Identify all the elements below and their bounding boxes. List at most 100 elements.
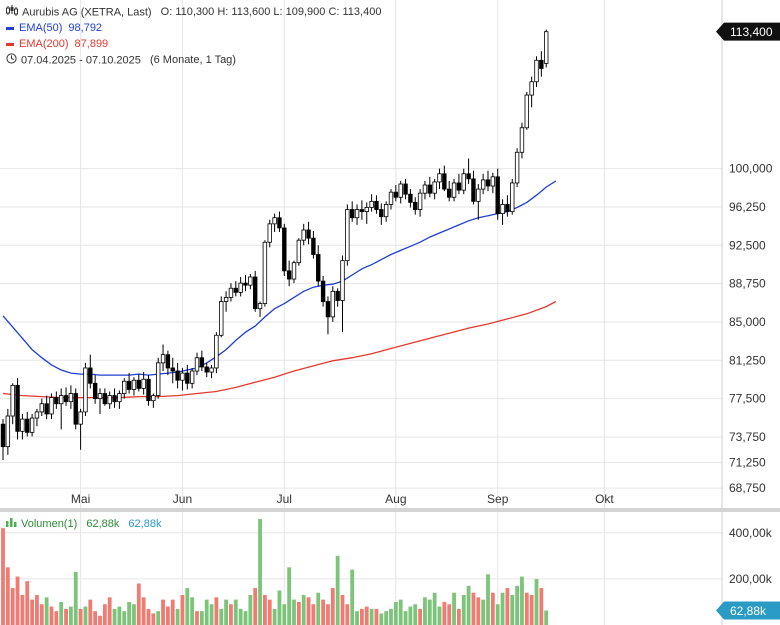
candle-body xyxy=(97,393,103,400)
volume-bar xyxy=(127,601,131,625)
x-tick-label: Jun xyxy=(173,492,192,506)
volume-bar xyxy=(93,611,98,625)
candle-body xyxy=(349,209,355,219)
candle-body xyxy=(451,182,457,198)
candle-body xyxy=(126,380,132,390)
volume-label[interactable]: Volumen(1) xyxy=(21,518,78,530)
candle-body xyxy=(233,287,238,293)
candle-body xyxy=(471,178,476,202)
candle-body xyxy=(214,334,219,369)
y-tick-label: 71,250 xyxy=(729,456,766,470)
ema200-value: 87,899 xyxy=(74,38,109,50)
volume-bar xyxy=(39,604,44,625)
candle-body xyxy=(485,179,491,187)
volume-bar xyxy=(214,597,219,625)
volume-bar xyxy=(427,599,432,625)
candle-body xyxy=(388,191,394,205)
volume-bar xyxy=(102,604,107,625)
candle-body xyxy=(369,200,374,208)
candle-body xyxy=(25,418,30,433)
volume-bar xyxy=(277,590,282,625)
candle-body xyxy=(461,173,466,191)
candle-body xyxy=(286,270,292,280)
candle-body xyxy=(83,367,88,413)
x-tick-label: Jul xyxy=(277,492,292,506)
volume-bar xyxy=(423,597,427,625)
candle-body xyxy=(442,173,447,190)
candle-body xyxy=(291,262,297,280)
candle-body xyxy=(122,380,127,394)
volume-bar xyxy=(505,588,510,625)
volume-bar xyxy=(389,608,393,625)
volume-bar xyxy=(44,597,49,625)
legend-ema200-row[interactable]: EMA(200) 87,899 xyxy=(6,37,108,51)
volume-bar xyxy=(326,604,330,625)
candle-body xyxy=(49,397,54,415)
volume-tick-label: 400,00k xyxy=(729,526,773,540)
candle-body xyxy=(146,378,151,402)
volume-bar xyxy=(442,601,447,625)
volume-bar xyxy=(408,606,413,625)
volume-bar xyxy=(486,574,490,625)
volume-bar xyxy=(500,592,505,625)
volume-bar xyxy=(151,613,156,625)
volume-bar xyxy=(384,611,389,625)
candle-body xyxy=(539,59,544,69)
date-range: 07.04.2025 - 07.10.2025 xyxy=(21,54,141,67)
volume-bar xyxy=(296,601,301,625)
candle-body xyxy=(306,229,311,239)
candle-body xyxy=(59,395,64,405)
candle-body xyxy=(78,411,83,425)
volume-bar xyxy=(466,585,471,625)
volume-tick-label: 200,00k xyxy=(729,572,773,586)
ema200-swatch xyxy=(6,42,14,46)
candle-body xyxy=(456,182,462,191)
candle-body xyxy=(393,191,399,198)
candle-body xyxy=(63,395,69,403)
volume-bar xyxy=(301,595,306,625)
volume-bar xyxy=(282,604,287,625)
candle-body xyxy=(175,370,180,381)
volume-bar xyxy=(238,608,243,625)
volume-bars-icon xyxy=(6,517,17,531)
candle-body xyxy=(10,384,15,417)
volume-bar xyxy=(146,608,151,625)
volume-gridlines xyxy=(0,512,722,625)
volume-bar xyxy=(112,608,117,625)
candle-body xyxy=(296,239,302,264)
candle-body xyxy=(277,217,282,229)
candle-body xyxy=(257,303,263,310)
candle-body xyxy=(170,367,175,372)
candle-body xyxy=(194,357,200,372)
volume-bar xyxy=(248,595,253,625)
legend-ema50-row[interactable]: EMA(50) 98,792 xyxy=(6,21,102,35)
candle-body xyxy=(422,184,428,194)
volume-bar xyxy=(311,604,316,625)
instrument-name[interactable]: Aurubis AG (XETRA, Last) xyxy=(22,6,152,19)
volume-bar xyxy=(418,608,422,625)
candle-body xyxy=(379,209,384,218)
volume-bar xyxy=(345,604,350,625)
volume-bar xyxy=(413,604,418,625)
axis-badges: 113,400 62,88k xyxy=(716,22,780,620)
volume-bar xyxy=(49,606,54,625)
volume-bar xyxy=(243,611,248,625)
candle-body xyxy=(437,173,442,183)
ema50-label: EMA(50) xyxy=(19,22,63,34)
volume-bar xyxy=(10,588,15,625)
candle-body xyxy=(476,188,481,202)
volume-bar xyxy=(403,611,408,625)
volume-bar xyxy=(209,604,214,625)
candle-body xyxy=(243,282,248,286)
volume-bar xyxy=(190,597,195,625)
last-volume-label: 62,88k xyxy=(730,604,767,618)
volume-bar xyxy=(481,599,486,625)
pane-divider[interactable] xyxy=(0,508,780,512)
x-tick-label: Sep xyxy=(487,492,509,506)
ema50-value: 98,792 xyxy=(68,22,103,34)
candle-body xyxy=(524,94,529,129)
volume-bar xyxy=(490,592,495,625)
volume-bar xyxy=(88,599,93,625)
candle-body xyxy=(252,276,258,310)
candle-body xyxy=(495,176,500,215)
